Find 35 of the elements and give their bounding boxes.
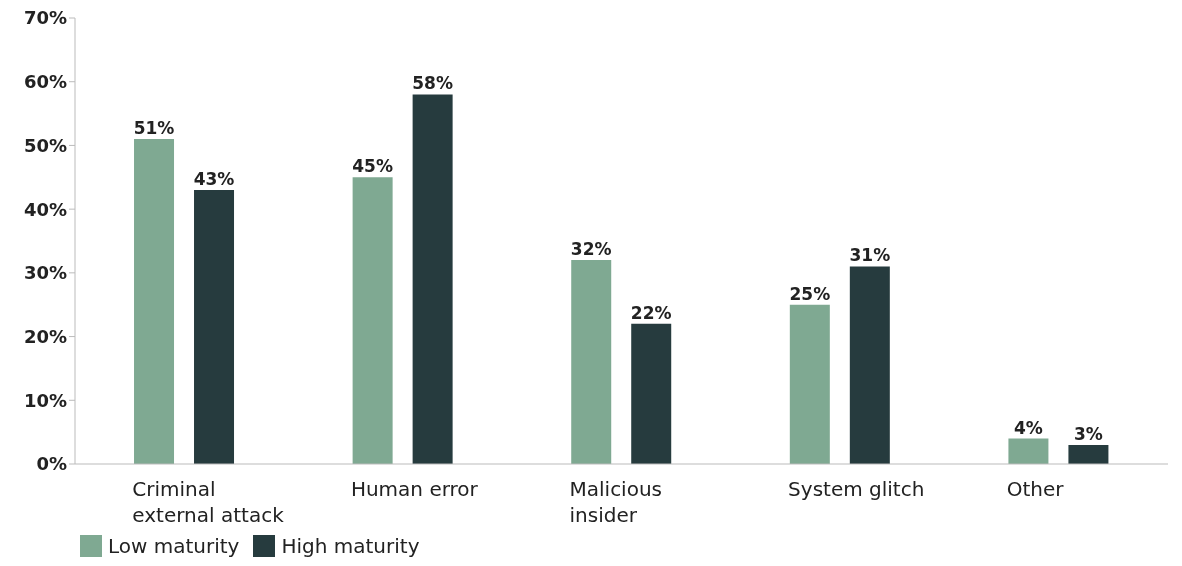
y-tick-label: 40% <box>23 198 67 220</box>
bar <box>849 266 890 464</box>
y-tick-label: 60% <box>23 71 67 93</box>
y-tick-label: 20% <box>23 325 67 347</box>
data-label: 25% <box>789 283 831 304</box>
data-label: 51% <box>133 118 175 139</box>
data-label: 4% <box>1013 417 1043 438</box>
data-label: 58% <box>412 73 453 94</box>
legend-label: High maturity <box>280 534 420 558</box>
y-tick-label: 10% <box>23 389 67 411</box>
y-tick-label: 30% <box>23 262 67 284</box>
data-label: 3% <box>1073 423 1103 444</box>
data-label: 45% <box>352 156 393 177</box>
y-tick-label: 0% <box>36 453 67 475</box>
data-label: 32% <box>570 239 612 260</box>
data-label: 31% <box>849 245 891 266</box>
x-tick-label: Malicious insider <box>569 477 663 527</box>
x-tick-label: Criminal external attack <box>132 477 285 527</box>
bar <box>352 177 393 464</box>
bar <box>631 323 672 464</box>
bar <box>789 304 830 464</box>
data-label: 43% <box>193 169 235 190</box>
bar <box>412 94 453 464</box>
bar <box>194 190 235 464</box>
data-label: 22% <box>630 302 672 323</box>
bar <box>1008 438 1049 464</box>
bar <box>134 139 175 464</box>
x-tick-label: Other <box>1006 477 1065 501</box>
x-tick-label: Human error <box>350 477 479 501</box>
bar <box>571 260 612 464</box>
y-tick-label: 50% <box>23 134 67 156</box>
y-tick-label: 70% <box>23 7 67 29</box>
x-tick-label: System glitch <box>788 477 925 501</box>
bar <box>1068 444 1109 464</box>
legend-label: Low maturity <box>107 534 240 558</box>
